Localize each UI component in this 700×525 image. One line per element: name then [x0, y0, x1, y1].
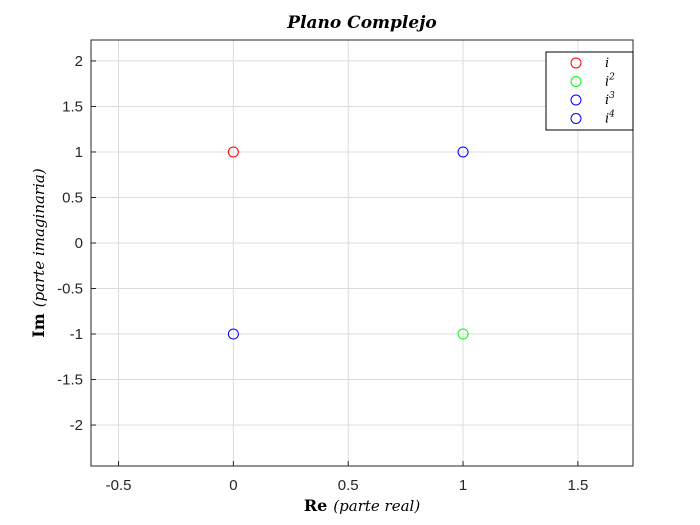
chart-title: Plano Complejo	[286, 13, 436, 33]
legend-marker	[570, 57, 582, 69]
legend-entry-exponent: 3	[609, 91, 615, 101]
grid	[91, 40, 633, 466]
x-axis-label: Re (parte real)	[304, 496, 421, 515]
data-point-series-2	[457, 328, 469, 340]
legend-marker	[570, 94, 582, 106]
legend-entry-exponent: 2	[608, 73, 615, 83]
data-point-series-3	[227, 328, 239, 340]
legend-entry-base: i	[605, 56, 609, 71]
x-tick-label: 1.5	[567, 477, 588, 494]
x-axis: -0.5 0 0.5 1 1.5	[106, 461, 588, 494]
legend-entry: i	[605, 56, 609, 71]
y-axis-label-italic: (parte imaginaria)	[30, 168, 48, 307]
legend-entry: i3	[605, 91, 615, 108]
x-axis-label-italic: (parte real)	[333, 497, 420, 515]
y-axis-label: Im (parte imaginaria)	[29, 168, 48, 338]
y-axis-label-bold: Im	[29, 313, 48, 337]
y-tick-label: 2	[75, 53, 83, 70]
x-tick-label: 0.5	[338, 477, 359, 494]
y-tick-label: 0.5	[62, 189, 83, 206]
legend-entry-exponent: 4	[608, 110, 615, 120]
x-axis-label-bold: Re	[304, 496, 327, 515]
y-tick-label: -2	[70, 417, 83, 434]
legend-entry: i4	[605, 110, 615, 127]
y-tick-label: -0.5	[57, 281, 83, 298]
legend-box	[545, 51, 634, 131]
x-tick-label: 1	[459, 477, 467, 494]
y-tick-label: -1.5	[57, 372, 83, 389]
y-tick-label: 1.5	[62, 98, 83, 115]
y-tick-label: 0	[75, 235, 83, 252]
plot-area	[90, 39, 634, 467]
data-points	[227, 146, 469, 340]
data-point-series-4	[457, 146, 469, 158]
legend-entry-base: i	[605, 93, 609, 108]
y-tick-label: 1	[75, 144, 83, 161]
y-tick-label: -1	[70, 326, 83, 343]
y-axis: 2 1.5 1 0.5 0 -0.5 -1 -1.5 -2	[57, 53, 96, 434]
data-point-series-1	[227, 146, 239, 158]
legend-marker	[570, 76, 582, 87]
x-tick-label: -0.5	[106, 477, 132, 494]
legend-entry-base: i	[605, 112, 609, 127]
x-tick-label: 0	[229, 477, 237, 494]
legend-entry: i2	[605, 73, 615, 90]
legend-marker	[570, 113, 582, 124]
legend-entry-base: i	[605, 75, 609, 90]
